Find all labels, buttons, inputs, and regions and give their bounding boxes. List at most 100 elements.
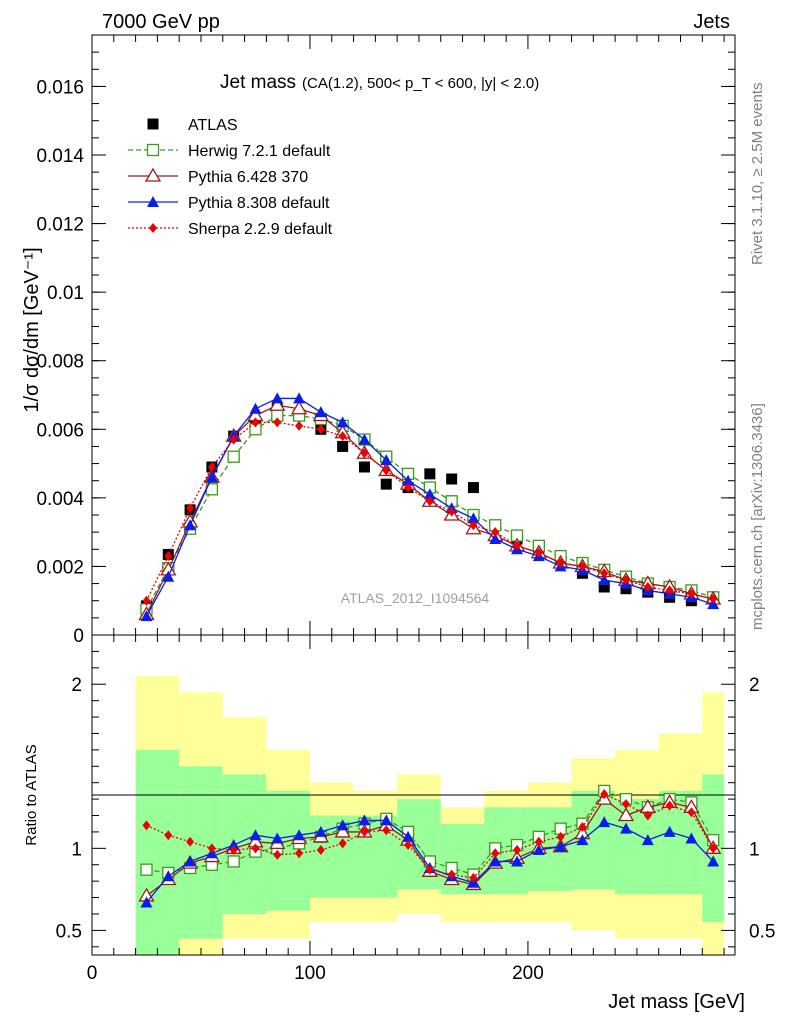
ratio-data-point (404, 840, 413, 851)
ratio-data-point (617, 807, 635, 822)
main-data-point (205, 471, 218, 483)
main-y-tick-label: 0.008 (36, 352, 84, 373)
main-data-point (227, 450, 240, 463)
legend-marker (147, 196, 159, 207)
ratio-y-tick-label: 1 (71, 839, 82, 860)
main-data-point (622, 575, 631, 586)
main-data-point (491, 527, 500, 538)
main-y-tick-label: 0.01 (47, 283, 84, 304)
main-data-point (402, 474, 415, 486)
legend: ATLAS Herwig 7.2.1 default Pythia 6.428 37… (128, 117, 333, 238)
main-data-point (534, 547, 543, 558)
ratio-data-point (207, 843, 216, 854)
ratio-series-line (146, 790, 714, 876)
ratio-data-point (641, 834, 654, 846)
main-data-point (620, 583, 632, 595)
main-data-point (314, 406, 327, 418)
legend-marker (144, 167, 162, 182)
main-data-point (380, 478, 392, 490)
ratio-data-point (489, 855, 502, 867)
ratio-data-point (532, 843, 545, 855)
main-data-point (338, 431, 347, 442)
ratio-uncertainty-bands (135, 676, 725, 955)
x-tick-label: 100 (294, 963, 326, 984)
x-axis-label: Jet mass [GeV] (608, 991, 745, 1013)
ratio-data-point (622, 799, 631, 810)
main-data-point (447, 506, 456, 517)
main-data-point (380, 454, 393, 466)
x-tick-label: 200 (512, 963, 544, 984)
main-data-point (273, 417, 282, 428)
main-data-point (446, 473, 458, 485)
legend-label: Pythia 6.428 370 (188, 169, 308, 186)
ratio-data-point (425, 864, 434, 875)
ratio-data-point (554, 840, 567, 852)
ratio-data-point (338, 838, 347, 849)
rivet-version-label: Rivet 3.1.10, ≥ 2.5M events (749, 83, 766, 266)
ratio-data-point (534, 836, 543, 847)
ratio-data-point (227, 839, 240, 851)
ratio-y-tick-label-right: 0.5 (749, 921, 775, 942)
ratio-data-point (513, 844, 522, 855)
main-y-axis-label: 1/σ dσ/dm [GeV⁻¹] (21, 247, 43, 412)
ratio-data-point (358, 814, 371, 826)
ratio-y-axis-label: Ratio to ATLAS (23, 744, 40, 845)
ratio-data-point (334, 823, 351, 838)
main-data-point (207, 462, 216, 472)
main-data-point (295, 420, 304, 431)
main-data-point (687, 588, 696, 599)
main-data-point (423, 488, 436, 500)
main-data-point (424, 468, 436, 480)
main-data-point (271, 392, 284, 404)
main-data-point (249, 402, 262, 414)
ratio-data-point (687, 807, 696, 818)
legend-label: Sherpa 2.2.9 default (188, 221, 333, 238)
main-data-point (513, 540, 522, 551)
ratio-data-point (469, 872, 478, 883)
main-data-point (290, 400, 308, 415)
main-data-point (467, 512, 480, 524)
ratio-data-point (162, 870, 175, 882)
ratio-data-point (164, 830, 173, 841)
main-data-point (358, 461, 370, 473)
ratio-data-point (336, 819, 349, 831)
main-y-tick-label: 0.004 (36, 489, 84, 510)
ratio-data-point (643, 810, 652, 821)
ratio-data-point (249, 829, 262, 841)
main-data-point (186, 503, 195, 514)
ratio-data-point (360, 826, 369, 837)
ratio-data-point (227, 855, 240, 868)
chart-title: Jet mass (CA(1.2), 500< p_T < 600, |y| < … (220, 72, 539, 93)
main-y-tick-label: 0.016 (36, 77, 84, 98)
legend-marker (147, 118, 159, 130)
ratio-data-point (229, 844, 238, 855)
main-y-tick-label: 0.006 (36, 420, 84, 441)
ratio-data-point (685, 832, 698, 844)
ratio-data-point (709, 843, 718, 854)
ratio-data-point (578, 822, 587, 832)
main-data-point (469, 520, 478, 531)
main-data-point (382, 465, 391, 476)
main-data-point (665, 585, 674, 596)
main-y-tick-label: 0.002 (36, 557, 84, 578)
ratio-data-point (293, 829, 306, 841)
ratio-data-point (491, 848, 500, 859)
ratio-data-point (295, 848, 304, 859)
main-data-point (404, 482, 413, 493)
main-data-point (336, 416, 349, 428)
ratio-data-point (402, 830, 415, 842)
main-data-point (467, 482, 479, 494)
main-data-point (229, 434, 238, 445)
main-data-point (643, 582, 652, 592)
main-data-point (184, 519, 197, 531)
ratio-data-point (620, 822, 633, 834)
ratio-data-point (665, 800, 674, 811)
main-data-point (600, 568, 609, 579)
analysis-watermark: ATLAS_2012_I1094564 (341, 590, 490, 606)
header-left: 7000 GeV pp (102, 11, 220, 33)
ratio-data-point (140, 896, 153, 908)
main-data-point (709, 594, 718, 604)
main-data-point (316, 424, 325, 435)
main-data-point (360, 448, 369, 459)
main-data-point (598, 581, 610, 593)
